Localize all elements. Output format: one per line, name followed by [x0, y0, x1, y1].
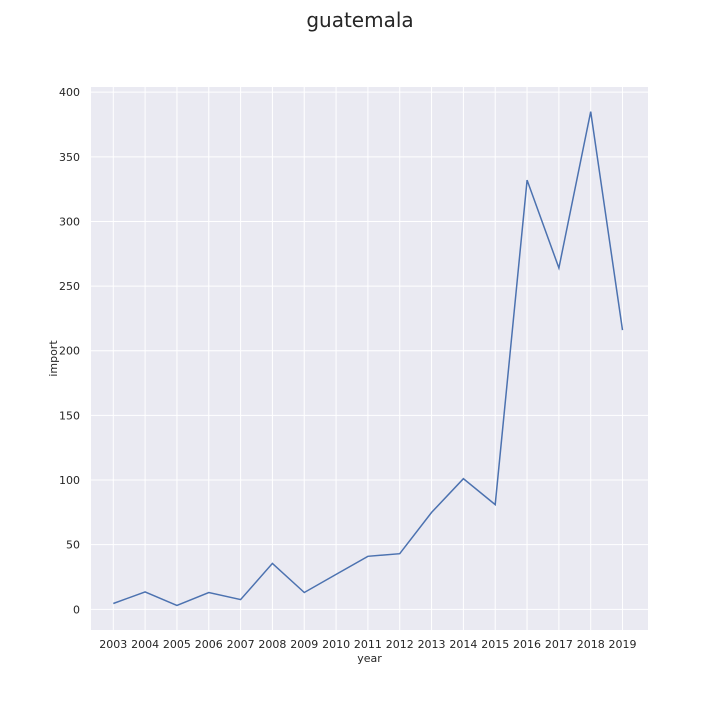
data-point: [240, 599, 242, 601]
y-tick-label: 200: [59, 345, 80, 358]
data-point: [431, 511, 433, 513]
data-point: [590, 111, 592, 113]
x-tick-label: 2007: [227, 638, 255, 651]
data-point: [526, 179, 528, 181]
x-tick-label: 2014: [449, 638, 477, 651]
x-tick-label: 2013: [418, 638, 446, 651]
x-tick-label: 2010: [322, 638, 350, 651]
plot-area: [91, 87, 648, 630]
grid-lines: [91, 87, 648, 630]
data-point: [558, 267, 560, 269]
x-tick-label: 2008: [258, 638, 286, 651]
x-tick-label: 2009: [290, 638, 318, 651]
x-tick-label: 2016: [513, 638, 541, 651]
series-line: [113, 111, 624, 607]
x-tick-label: 2003: [99, 638, 127, 651]
x-tick-label: 2011: [354, 638, 382, 651]
x-tick-label: 2015: [481, 638, 509, 651]
y-tick-label: 0: [73, 603, 80, 616]
data-point: [176, 604, 178, 606]
x-tick-label: 2017: [545, 638, 573, 651]
y-tick-label: 100: [59, 474, 80, 487]
data-point: [208, 592, 210, 594]
x-tick-label: 2019: [609, 638, 637, 651]
y-tick-label: 350: [59, 151, 80, 164]
x-tick-label: 2018: [577, 638, 605, 651]
x-tick-label: 2012: [386, 638, 414, 651]
data-point: [144, 591, 146, 593]
x-tick-label: 2006: [195, 638, 223, 651]
data-point: [271, 562, 273, 564]
chart-title: guatemala: [306, 8, 414, 32]
x-tick-label: 2004: [131, 638, 159, 651]
tick-labels: 2003 2004 2005 2006 2007 2008 2009 2010 2011 2012…: [59, 86, 637, 651]
data-point: [622, 329, 624, 331]
data-point: [335, 573, 337, 575]
data-point: [399, 553, 401, 555]
y-tick-label: 250: [59, 280, 80, 293]
data-point: [367, 555, 369, 557]
data-point: [462, 478, 464, 480]
data-point: [303, 592, 305, 594]
y-tick-label: 300: [59, 215, 80, 228]
y-tick-label: 50: [66, 539, 80, 552]
data-point: [494, 504, 496, 506]
x-tick-label: 2005: [163, 638, 191, 651]
y-axis-label: import: [47, 340, 60, 377]
y-tick-label: 400: [59, 86, 80, 99]
x-axis-label: year: [357, 652, 382, 665]
y-tick-label: 150: [59, 409, 80, 422]
data-point: [112, 602, 114, 604]
